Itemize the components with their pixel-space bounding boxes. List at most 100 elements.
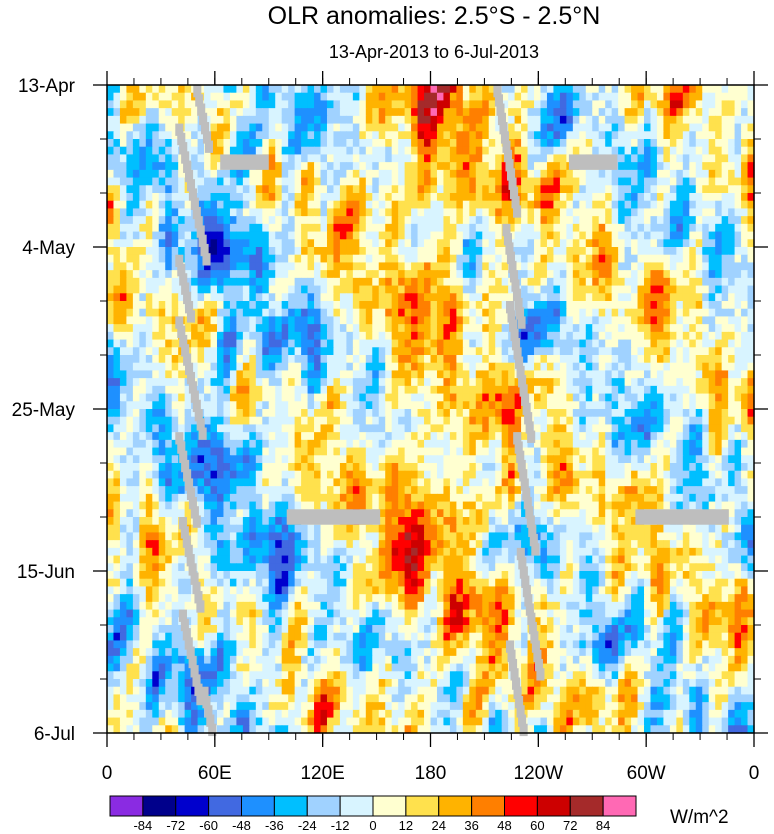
heatmap-cell [268, 308, 276, 318]
heatmap-cell [204, 216, 212, 225]
heatmap-cell [682, 277, 690, 287]
heatmap-cell [320, 131, 328, 140]
heatmap-cell [488, 393, 496, 402]
heatmap-cell [346, 416, 354, 426]
heatmap-cell [359, 115, 367, 125]
heatmap-cell [191, 216, 199, 225]
heatmap-cell [424, 200, 432, 210]
heatmap-cell [695, 463, 703, 472]
heatmap-cell [333, 409, 341, 418]
heatmap-cell [527, 193, 535, 202]
heatmap-cell [488, 416, 496, 426]
heatmap-cell [669, 385, 677, 395]
heatmap-cell [482, 401, 490, 410]
heatmap-cell [411, 208, 419, 217]
heatmap-cell [527, 162, 535, 171]
heatmap-cell [294, 239, 302, 248]
heatmap-cell [456, 424, 464, 433]
heatmap-cell [689, 231, 697, 240]
heatmap-cell [676, 285, 684, 294]
heatmap-cell [443, 193, 451, 202]
heatmap-cell [301, 270, 309, 279]
heatmap-cell [631, 409, 639, 418]
heatmap-cell [404, 424, 412, 433]
heatmap-cell [689, 347, 697, 356]
heatmap-cell [715, 432, 723, 441]
heatmap-cell [546, 447, 555, 456]
heatmap-cell [605, 262, 613, 271]
heatmap-cell [126, 169, 134, 179]
heatmap-cell [171, 362, 179, 372]
heatmap-cell [695, 339, 703, 348]
heatmap-cell [650, 316, 658, 325]
heatmap-cell [682, 100, 690, 109]
heatmap-cell [281, 216, 289, 225]
heatmap-cell [281, 339, 289, 348]
heatmap-cell [236, 185, 244, 194]
heatmap-cell [288, 108, 296, 117]
heatmap-cell [197, 131, 205, 140]
heatmap-cell [618, 447, 626, 456]
heatmap-cell [197, 378, 205, 387]
heatmap-cell [631, 169, 639, 179]
heatmap-cell [255, 301, 263, 310]
heatmap-cell [326, 463, 335, 472]
heatmap-cell [275, 439, 283, 449]
heatmap-cell [579, 324, 587, 333]
heatmap-cell [663, 146, 671, 156]
heatmap-cell [339, 424, 347, 433]
heatmap-cell [747, 139, 755, 148]
heatmap-cell [145, 432, 153, 441]
heatmap-cell [475, 378, 483, 387]
heatmap-cell [139, 339, 147, 348]
heatmap-cell [637, 193, 645, 202]
heatmap-cell [152, 162, 160, 171]
heatmap-cell [721, 131, 729, 140]
heatmap-cell [443, 416, 451, 426]
heatmap-cell [702, 254, 710, 264]
heatmap-cell [521, 185, 529, 194]
heatmap-cell [294, 247, 302, 256]
heatmap-cell [158, 316, 166, 325]
heatmap-cell [637, 208, 645, 217]
heatmap-cell [676, 100, 684, 109]
heatmap-cell [346, 254, 354, 264]
heatmap-cell [171, 463, 179, 472]
heatmap-cell [171, 424, 179, 433]
heatmap-cell [288, 146, 296, 156]
heatmap-cell [456, 385, 464, 395]
heatmap-cell [288, 216, 296, 225]
heatmap-cell [462, 123, 470, 132]
heatmap-cell [301, 247, 309, 256]
heatmap-cell [689, 270, 697, 279]
heatmap-cell [508, 347, 516, 356]
heatmap-cell [352, 277, 360, 287]
heatmap-cell [430, 85, 438, 94]
heatmap-cell [314, 293, 322, 302]
heatmap-cell [669, 100, 677, 109]
heatmap-cell [572, 216, 580, 225]
heatmap-cell [307, 92, 315, 102]
heatmap-cell [113, 424, 121, 433]
heatmap-cell [430, 100, 438, 109]
heatmap-cell [540, 254, 548, 264]
heatmap-cell [682, 401, 690, 410]
heatmap-cell [262, 146, 270, 156]
heatmap-cell [572, 239, 580, 248]
heatmap-cell [411, 85, 419, 94]
heatmap-cell [579, 432, 587, 441]
heatmap-cell [294, 339, 302, 348]
heatmap-cell [119, 362, 128, 372]
heatmap-cell [585, 447, 593, 456]
heatmap-cell [501, 162, 509, 171]
heatmap-cell [624, 239, 632, 248]
heatmap-cell [495, 439, 503, 449]
heatmap-cell [475, 432, 483, 441]
heatmap-cell [449, 316, 457, 325]
heatmap-cell [449, 432, 457, 441]
heatmap-cell [424, 316, 432, 325]
heatmap-cell [404, 455, 412, 464]
heatmap-cell [689, 254, 697, 264]
heatmap-cell [585, 177, 593, 186]
heatmap-cell [184, 92, 192, 102]
